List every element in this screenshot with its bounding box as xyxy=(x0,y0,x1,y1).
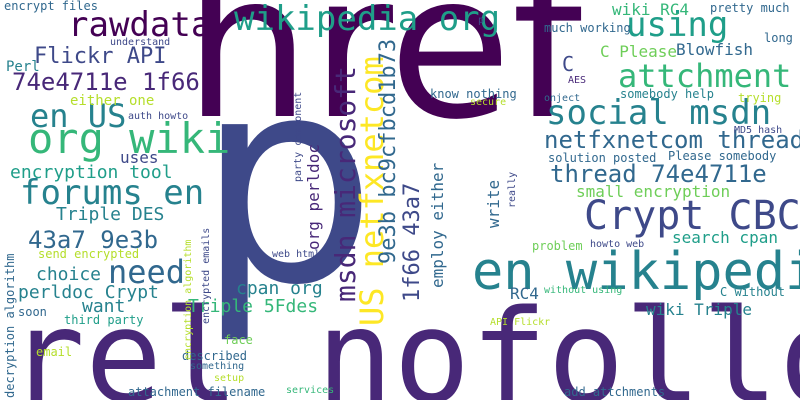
word-attachment-filename: attachment filename xyxy=(128,385,266,399)
word-triple-5fdes: Triple 5Fdes xyxy=(188,296,319,317)
word-without-using: without using xyxy=(544,285,623,296)
word-somebody-help: somebody help xyxy=(620,87,714,101)
word-blowfish: Blowfish xyxy=(676,40,754,59)
word-flickr-api: Flickr API xyxy=(34,44,167,69)
word-74e-1f66: 74e4711e 1f66 xyxy=(12,68,200,96)
word-1f66-43a7: 1f66 43a7 xyxy=(400,182,425,302)
word-face: face xyxy=(224,333,253,347)
word-wiki-rc4: wiki RC4 xyxy=(612,0,690,19)
word-really: really xyxy=(507,171,518,208)
word-small-encryption: small encryption xyxy=(576,182,731,201)
word-write: write xyxy=(484,179,503,228)
word-43a7-9e3b: 43a7 9e3b xyxy=(28,226,159,254)
word-choice: choice xyxy=(36,264,102,285)
word-employ-either: employ either xyxy=(428,162,447,288)
word-aes: AES xyxy=(568,75,587,86)
word-c-please: C Please xyxy=(600,42,678,61)
word-c: C xyxy=(562,52,575,76)
word-search-cpan: search cpan xyxy=(672,228,778,247)
word-services: services xyxy=(286,385,335,396)
word-need: need xyxy=(108,253,186,291)
word-perldoc-crypt: perldoc Crypt xyxy=(18,282,159,303)
word-social-msdn: social msdn xyxy=(546,93,772,133)
word-web-html: web html xyxy=(272,249,321,260)
word-know-nothing: know nothing xyxy=(430,87,517,101)
word-much-working: much working xyxy=(544,21,631,35)
word-netfx-thread: netfxnetcom thread xyxy=(544,126,800,154)
word-long: long xyxy=(764,31,793,45)
word-org-perldoc: org perldoc xyxy=(304,144,323,250)
word-uses: uses xyxy=(120,148,159,167)
word-crypt-cbc: Crypt CBC xyxy=(584,193,800,239)
word-9e3b: 9e3b bc9cfbcd1b73 xyxy=(376,38,401,264)
word-c-without: C without xyxy=(720,285,786,299)
word-send-encrypted: send encrypted xyxy=(38,247,140,261)
word-using: using xyxy=(626,5,729,45)
word-thread-74e: thread 74e4711e xyxy=(550,160,767,188)
word-problem: problem xyxy=(532,239,583,253)
word-add-attchments: add attchments xyxy=(564,385,666,399)
word-org-wiki: org wiki xyxy=(28,114,231,163)
word-either-one: either one xyxy=(70,93,155,109)
word-perl: Perl xyxy=(6,59,40,75)
word-encrypt-files: encrypt files xyxy=(4,0,98,13)
word-want: want xyxy=(82,296,126,317)
word-party-component: party component xyxy=(293,91,304,182)
word-md5-hash: MD5 hash xyxy=(734,125,783,136)
word-p-small: p xyxy=(478,15,485,26)
word-wiki-triple: wiki Triple xyxy=(646,300,752,319)
word-triple-des: Triple DES xyxy=(56,204,165,225)
word-api-flickr: API Flickr xyxy=(490,317,551,328)
word-encrypted-emails: encrypted emails xyxy=(201,227,212,324)
word-email: email xyxy=(36,345,73,359)
word-rawdata: rawdata xyxy=(68,5,212,45)
word-trying: trying xyxy=(738,91,782,105)
word-rc4: RC4 xyxy=(510,284,539,303)
word-rel-nofollow: rel nofollow xyxy=(8,283,800,400)
word-encryption-tool: encryption tool xyxy=(10,162,173,183)
word-setup: setup xyxy=(214,373,245,384)
word-secure: secure xyxy=(470,97,507,108)
word-wikipedia-org: wikipedia org xyxy=(234,0,501,39)
word-en-us: en US xyxy=(30,97,127,135)
word-en-wikipedia: en wikipedia xyxy=(472,242,800,302)
word-howto-web: howto web xyxy=(590,239,645,250)
word-understand: understand xyxy=(110,37,171,48)
word-onject: onject xyxy=(544,93,581,104)
word-solution-posted: solution posted xyxy=(548,151,657,165)
word-third-party: third party xyxy=(64,313,144,327)
word-please-somebody: Please somebody xyxy=(668,149,777,163)
word-attchment: attchment xyxy=(618,57,792,95)
word-href: href xyxy=(184,0,583,164)
word-p: p xyxy=(196,16,377,348)
word-something: something xyxy=(190,361,245,372)
word-pretty-much: pretty much xyxy=(710,1,790,15)
word-decryption-algorithm: decryption algorithm xyxy=(3,253,17,399)
word-described: described xyxy=(182,349,248,363)
word-soon: soon xyxy=(18,305,47,319)
word-cpan-org: cpan org xyxy=(236,278,323,299)
word-forums-en: forums en xyxy=(20,173,205,213)
word-encryption-algorithm: encryption algorithm xyxy=(183,239,194,360)
word-auth-howto: auth howto xyxy=(128,111,189,122)
